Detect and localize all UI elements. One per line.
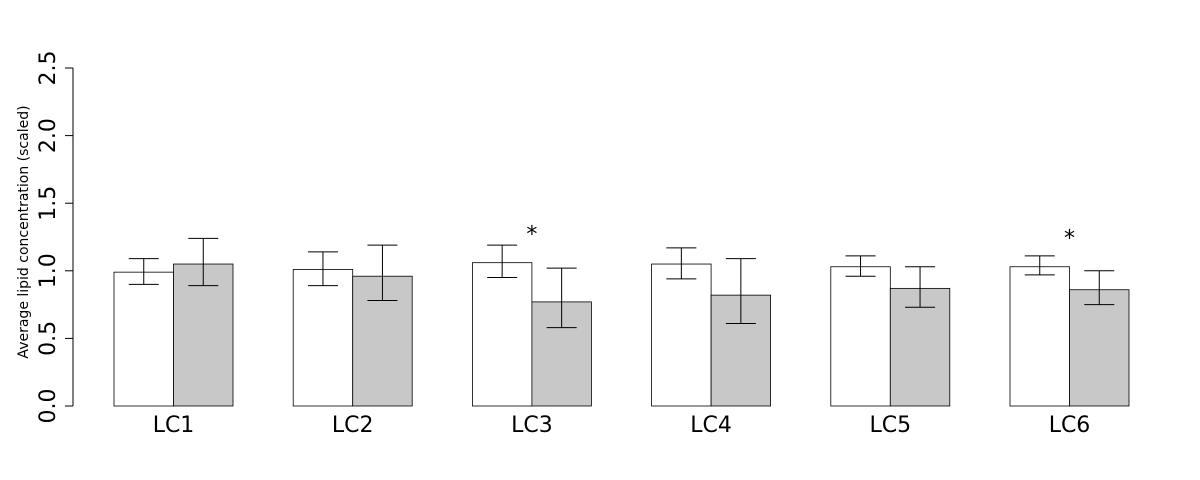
y-tick-label: 0.0	[36, 389, 61, 424]
bar-lc3-series1	[471, 262, 533, 407]
y-tick-label: 2.0	[36, 118, 61, 153]
error-bar-lc2-series2	[367, 244, 398, 302]
y-tick-label: 1.5	[36, 186, 61, 221]
x-tick-label: LC2	[332, 413, 374, 438]
bar-lc4-series1	[651, 263, 712, 407]
significance-marker: *	[526, 223, 537, 248]
error-bar-lc5-series2	[905, 266, 936, 308]
x-tick-label: LC4	[690, 413, 732, 438]
bar-lc1-series2	[173, 263, 234, 407]
y-tick-label: 2.5	[36, 51, 61, 86]
bar-lc6-series1	[1009, 266, 1070, 407]
error-bar-lc5-series1	[845, 255, 876, 277]
error-bar-lc1-series2	[188, 237, 219, 287]
error-bar-lc2-series1	[307, 251, 338, 287]
annotations: * *	[526, 223, 1075, 252]
error-bar-lc3-series2	[546, 267, 577, 329]
bar-lc6-series2	[1069, 289, 1130, 407]
bar-lc5-series1	[830, 266, 891, 407]
x-tick-label: LC5	[869, 413, 911, 438]
error-bar-lc3-series1	[487, 244, 518, 279]
error-bar-lc4-series2	[725, 258, 756, 325]
significance-marker: *	[1064, 227, 1075, 252]
y-tick-label: 0.5	[36, 321, 61, 356]
bars	[113, 262, 1130, 407]
x-ticks: LC1 LC2 LC3 LC4 LC5 LC6	[153, 413, 1091, 438]
y-ticks: 0.0 0.5 1.0 1.5 2.0 2.5	[36, 51, 73, 424]
y-tick-label: 1.0	[36, 253, 61, 288]
x-tick-label: LC3	[511, 413, 553, 438]
error-bar-lc4-series1	[666, 247, 697, 280]
y-axis-label: Average lipid concentration (scaled)	[16, 105, 32, 358]
error-bars	[128, 237, 1115, 329]
error-bar-lc1-series1	[128, 258, 159, 285]
x-tick-label: LC1	[153, 413, 195, 438]
bar-lc2-series1	[292, 269, 354, 407]
bar-lc1-series1	[113, 271, 174, 407]
error-bar-lc6-series2	[1084, 270, 1115, 306]
error-bar-lc6-series1	[1024, 255, 1055, 276]
x-tick-label: LC6	[1049, 413, 1091, 438]
bar-lc5-series2	[889, 287, 951, 407]
